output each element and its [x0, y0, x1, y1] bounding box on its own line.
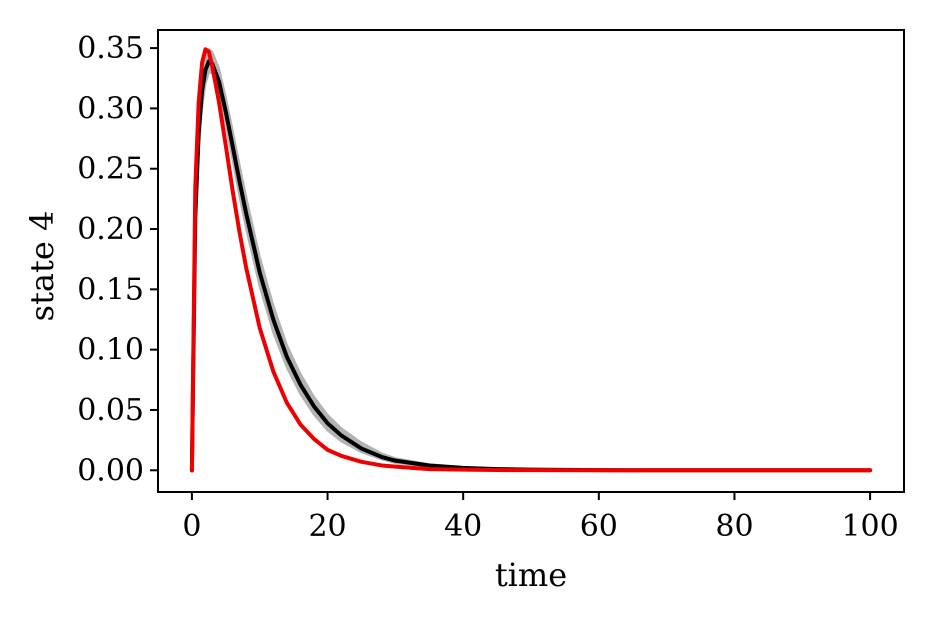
x-tick-label: 40 — [444, 509, 482, 544]
plot-area-frame — [157, 29, 905, 493]
y-tick-label: 0.30 — [77, 91, 144, 126]
x-axis-ticks: 0 20 40 60 80 100 — [182, 492, 899, 544]
x-tick-label: 0 — [182, 509, 201, 544]
y-tick-label: 0.15 — [77, 272, 144, 307]
y-axis-ticks: 0.00 0.05 0.10 0.15 0.20 0.25 0.30 0.35 — [77, 31, 158, 488]
x-tick-label: 100 — [841, 509, 898, 544]
x-tick-label: 20 — [308, 509, 346, 544]
series-line-2 — [189, 47, 873, 473]
y-tick-label: 0.25 — [77, 152, 144, 187]
y-tick-label: 0.00 — [77, 453, 144, 488]
x-tick-label: 60 — [580, 509, 618, 544]
x-tick-label: 80 — [715, 509, 753, 544]
y-tick-label: 0.35 — [77, 31, 144, 66]
series-lines-layer — [189, 47, 873, 473]
y-tick-label: 0.20 — [77, 212, 144, 247]
x-axis-label: time — [495, 556, 567, 594]
confidence-band — [190, 47, 871, 472]
series-line-1 — [189, 59, 873, 473]
y-tick-label: 0.05 — [77, 393, 144, 428]
y-tick-label: 0.10 — [77, 333, 144, 368]
y-axis-label: state 4 — [23, 211, 61, 322]
uncertainty-band-layer — [190, 47, 871, 472]
